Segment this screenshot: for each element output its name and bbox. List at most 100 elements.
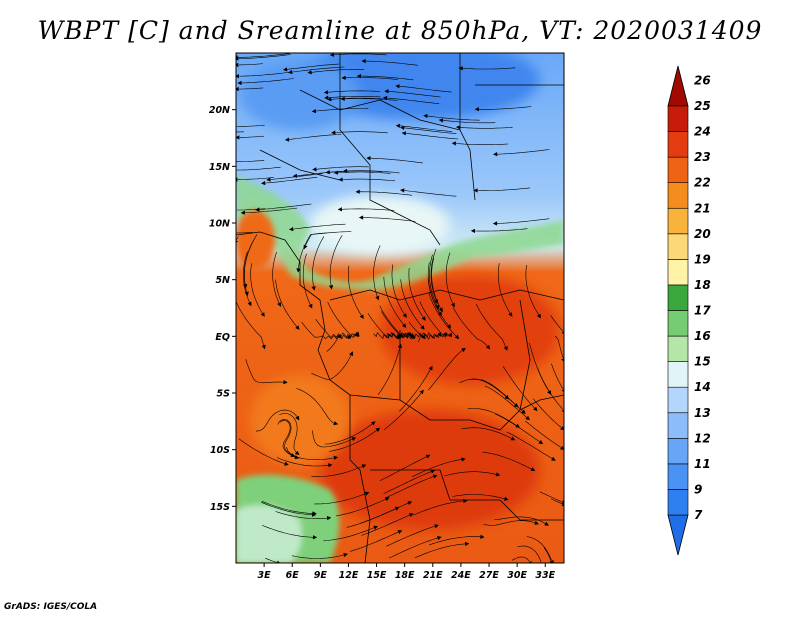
streamline-arrow — [236, 56, 239, 61]
streamline — [400, 279, 425, 330]
streamline-arrow — [395, 123, 401, 128]
streamline — [265, 557, 277, 563]
colorbar-max-arrow — [667, 65, 689, 107]
streamline-arrow — [435, 304, 439, 310]
streamline — [357, 75, 414, 81]
lat-tick-label: EQ — [215, 332, 230, 343]
streamline-arrow — [560, 445, 564, 450]
streamline — [391, 264, 407, 318]
streamline-arrow — [382, 95, 388, 101]
streamline — [324, 421, 376, 445]
colorbar-swatch — [667, 284, 689, 311]
streamline — [272, 251, 281, 307]
streamline — [550, 315, 564, 332]
streamline — [475, 303, 508, 351]
streamline-arrow — [349, 351, 353, 356]
lat-tick-label: 10N — [209, 219, 230, 230]
streamline-arrow — [451, 302, 455, 308]
streamline-arrow — [514, 403, 519, 408]
streamline-arrow — [346, 334, 351, 339]
colorbar-swatch — [667, 386, 689, 414]
streamline — [261, 525, 317, 538]
streamline — [359, 501, 412, 524]
streamline — [526, 536, 552, 561]
streamline — [395, 85, 452, 93]
streamline-arrow — [402, 313, 407, 318]
streamline-arrow — [448, 332, 453, 338]
streamline — [324, 96, 381, 99]
streamline — [385, 475, 437, 499]
streamline — [430, 248, 438, 304]
streamline-arrow — [420, 325, 425, 330]
streamline — [359, 217, 416, 222]
lat-tick-label: 15N — [209, 162, 230, 173]
streamline — [330, 53, 387, 56]
streamline-arrow — [326, 516, 332, 521]
streamline-arrow — [560, 426, 564, 431]
streamline — [342, 77, 399, 80]
colorbar-label: 9 — [694, 482, 702, 496]
streamline-arrow — [534, 520, 539, 525]
streamline — [367, 312, 400, 340]
streamline-arrow — [549, 560, 554, 563]
streamline-arrow — [308, 303, 313, 309]
streamline-arrow — [236, 87, 239, 92]
streamline-arrow — [333, 455, 339, 460]
colorbar-swatch — [667, 105, 689, 132]
streamline-arrow — [261, 181, 266, 186]
streamline-arrow — [232, 130, 236, 134]
colorbar-label: 24 — [694, 125, 711, 139]
streamline-arrow — [284, 461, 289, 466]
streamline — [241, 207, 298, 214]
streamline — [452, 142, 509, 145]
streamline — [236, 232, 253, 234]
streamline-arrow — [430, 469, 436, 474]
streamline — [517, 545, 542, 563]
streamline — [493, 218, 550, 224]
streamline-arrow — [236, 62, 239, 67]
streamline — [339, 178, 396, 182]
streamline — [525, 264, 541, 318]
streamline-arrow — [296, 268, 301, 273]
streamline-arrow — [337, 207, 343, 212]
streamline — [543, 547, 552, 562]
streamline-arrow — [283, 380, 288, 385]
streamline-arrow — [356, 74, 362, 79]
streamline — [236, 160, 265, 162]
streamline-arrow — [510, 436, 516, 441]
streamline-arrow — [463, 498, 468, 504]
transition-band — [236, 175, 564, 290]
streamline — [495, 413, 543, 444]
streamline — [237, 208, 266, 211]
streamline-arrow — [530, 467, 536, 471]
streamline-arrow — [324, 95, 329, 100]
streamline — [341, 98, 398, 101]
streamline — [497, 263, 513, 317]
streamline — [238, 63, 263, 66]
colorbar-min-arrow — [667, 514, 689, 556]
streamline — [460, 427, 515, 441]
streamline — [238, 438, 289, 465]
streamline-arrow — [473, 188, 478, 193]
colorbar-label: 14 — [694, 380, 711, 394]
streamline — [334, 171, 391, 174]
streamline-arrow — [329, 285, 334, 290]
streamline — [383, 276, 407, 328]
streamline — [261, 500, 317, 514]
streamline — [408, 321, 442, 340]
streamline-arrow — [277, 302, 281, 307]
streamline-arrow — [521, 409, 526, 414]
streamline — [329, 427, 380, 452]
streamline — [236, 166, 281, 171]
streamline — [255, 409, 300, 432]
streamlines — [232, 53, 564, 563]
streamline-arrow — [284, 137, 290, 142]
colorbar-label: 7 — [694, 508, 703, 522]
streamline — [275, 511, 331, 519]
streamline-arrow — [508, 312, 513, 317]
streamline — [384, 90, 441, 98]
streamline-arrow — [328, 463, 333, 468]
streamline — [283, 63, 340, 71]
streamline — [445, 252, 455, 308]
